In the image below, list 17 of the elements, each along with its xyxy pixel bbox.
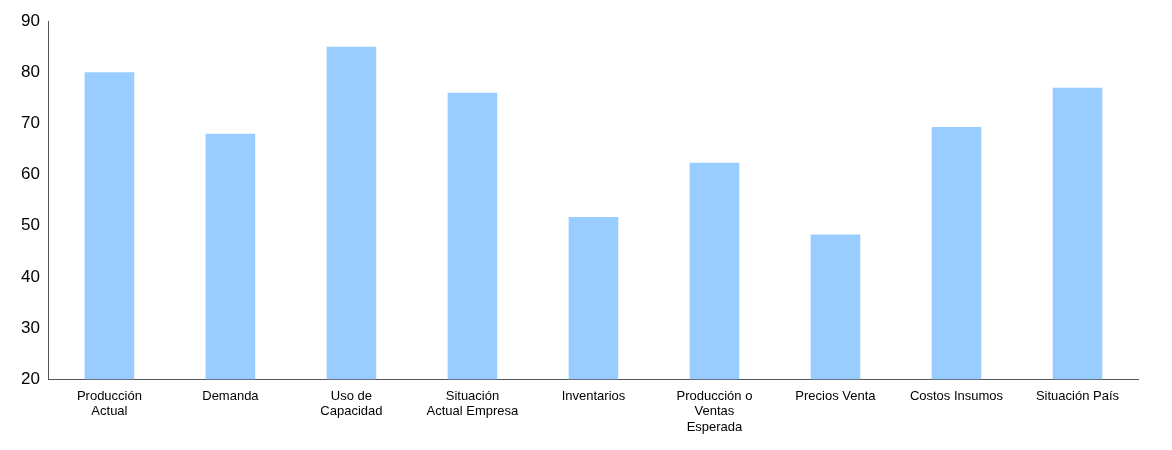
y-tick-label: 50 xyxy=(20,215,40,235)
y-tick-label: 90 xyxy=(20,10,40,30)
x-tick-label: Producción Actual xyxy=(76,387,142,419)
y-tick-label: 60 xyxy=(20,164,40,184)
x-tick-label: Uso de Capacidad xyxy=(320,387,383,419)
x-tick-label: Precios Venta xyxy=(795,387,877,403)
y-tick-label: 70 xyxy=(20,113,40,133)
x-tick-label: Producción o Ventas Esperada xyxy=(676,387,753,434)
x-tick-label: Situación Actual Empresa xyxy=(426,387,520,419)
y-tick-label: 40 xyxy=(20,266,40,286)
x-tick-label: Situación País xyxy=(1035,387,1120,403)
x-tick-label: Inventarios xyxy=(561,387,626,403)
x-tick-label: Costos Insumos xyxy=(909,387,1004,403)
y-tick-label: 80 xyxy=(20,62,40,82)
y-tick-label: 20 xyxy=(20,368,40,388)
y-tick-label: 30 xyxy=(20,317,40,337)
x-tick-label: Demanda xyxy=(202,387,260,403)
